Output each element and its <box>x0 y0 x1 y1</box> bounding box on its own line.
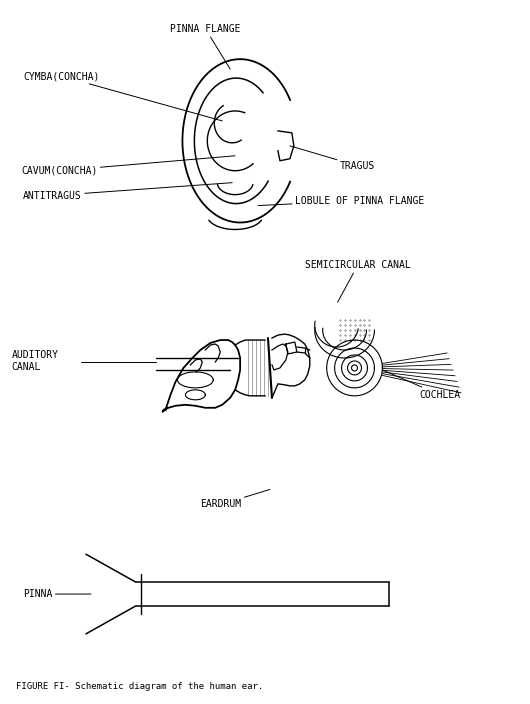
Text: PINNA FLANGE: PINNA FLANGE <box>171 24 241 69</box>
Text: ANTITRAGUS: ANTITRAGUS <box>23 182 232 201</box>
Text: CAVUM(CONCHA): CAVUM(CONCHA) <box>21 156 235 176</box>
Text: CANAL: CANAL <box>11 362 41 372</box>
Text: SEMICIRCULAR CANAL: SEMICIRCULAR CANAL <box>305 260 411 302</box>
Text: COCHLEA: COCHLEA <box>382 370 461 400</box>
Text: TRAGUS: TRAGUS <box>290 146 375 171</box>
Text: AUDITORY: AUDITORY <box>11 350 58 360</box>
Text: FIGURE FI- Schematic diagram of the human ear.: FIGURE FI- Schematic diagram of the huma… <box>16 682 263 691</box>
Text: CYMBA(CONCHA): CYMBA(CONCHA) <box>23 71 222 121</box>
Text: LOBULE OF PINNA FLANGE: LOBULE OF PINNA FLANGE <box>258 196 424 206</box>
Text: EARDRUM: EARDRUM <box>200 489 270 510</box>
Text: PINNA: PINNA <box>23 589 91 599</box>
